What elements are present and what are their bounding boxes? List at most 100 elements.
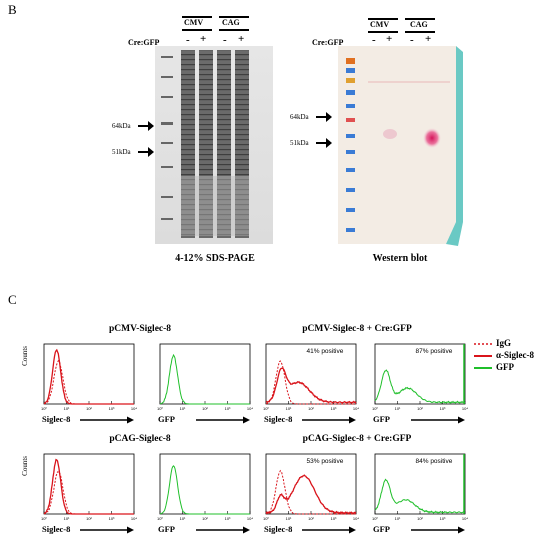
x-axis-arrow bbox=[196, 416, 250, 424]
x-axis-label-siglec: Siglec-8 bbox=[42, 414, 71, 424]
x-tick-label: 10⁰ bbox=[263, 516, 269, 521]
x-tick-label: 10¹ bbox=[286, 516, 292, 521]
x-tick-label: 10³ bbox=[225, 516, 231, 521]
wb-marker-64-arrow bbox=[316, 112, 332, 122]
x-tick-label: 10³ bbox=[225, 406, 231, 411]
x-tick-label: 10⁴ bbox=[353, 406, 359, 411]
histogram-curve-siglec_pos1 bbox=[265, 367, 357, 404]
histogram-frame bbox=[159, 453, 251, 515]
sds-cre-label: Cre:GFP bbox=[128, 38, 160, 47]
histogram-curve-igg bbox=[265, 360, 356, 405]
histogram-5: 10⁰ 10¹ 10² 10³ 10⁴ bbox=[41, 453, 137, 521]
histogram-curve-gfp_neg bbox=[159, 353, 250, 405]
histogram-curve-siglec_neg bbox=[43, 458, 134, 515]
histogram-curve-gfp_neg bbox=[159, 465, 250, 515]
x-tick-label: 10⁰ bbox=[41, 406, 47, 411]
sds-marker-64: 64kDa bbox=[112, 122, 131, 130]
x-axis-label-gfp: GFP bbox=[158, 524, 175, 534]
x-tick-label: 10⁴ bbox=[131, 406, 137, 411]
x-axis-arrow bbox=[80, 526, 134, 534]
sds-cag-bar2 bbox=[219, 29, 249, 31]
x-axis-arrow bbox=[302, 416, 356, 424]
x-tick-label: 10³ bbox=[440, 406, 446, 411]
x-tick-label: 10⁰ bbox=[157, 516, 163, 521]
wb-cmv-bar2 bbox=[368, 31, 398, 33]
sds-lane-2: + bbox=[200, 33, 207, 45]
wb-marker-51: 51kDa bbox=[290, 139, 309, 147]
x-tick-label: 10² bbox=[86, 406, 92, 411]
x-axis-label-gfp: GFP bbox=[373, 414, 390, 424]
x-tick-label: 10¹ bbox=[286, 406, 292, 411]
x-tick-label: 10³ bbox=[440, 516, 446, 521]
x-tick-label: 10³ bbox=[331, 406, 337, 411]
x-axis-label-gfp: GFP bbox=[373, 524, 390, 534]
histogram-curve-siglec_neg bbox=[43, 348, 134, 405]
x-axis-arrow bbox=[80, 416, 134, 424]
percent-positive-label: 87% positive bbox=[416, 348, 453, 355]
sds-lane-3: - bbox=[223, 34, 227, 46]
x-tick-label: 10¹ bbox=[395, 406, 401, 411]
row2-left-title: pCAG-Siglec-8 bbox=[109, 434, 171, 444]
x-tick-label: 10² bbox=[86, 516, 92, 521]
western-blot-membrane-image bbox=[338, 46, 463, 246]
x-tick-label: 10⁰ bbox=[372, 516, 378, 521]
wb-lane-1: - bbox=[372, 34, 376, 46]
panel-b-letter: B bbox=[8, 2, 17, 17]
histogram-frame bbox=[159, 343, 251, 405]
x-tick-label: 10⁴ bbox=[462, 406, 468, 411]
histogram-curve-gfp_pos1 bbox=[374, 369, 466, 404]
x-tick-label: 10⁰ bbox=[157, 406, 163, 411]
percent-positive-label: 41% positive bbox=[307, 348, 344, 355]
x-axis-arrow bbox=[411, 526, 465, 534]
percent-positive-label: 84% positive bbox=[416, 458, 453, 465]
histogram-3: 10⁰ 10¹ 10² 10³ 10⁴ 41% positive bbox=[263, 343, 359, 411]
wb-caption: Western blot bbox=[372, 253, 428, 264]
x-tick-label: 10³ bbox=[109, 516, 115, 521]
wb-lane-4: + bbox=[425, 33, 432, 45]
x-tick-label: 10² bbox=[202, 516, 208, 521]
wb-cmv-label: CMV bbox=[370, 20, 390, 29]
x-tick-label: 10⁰ bbox=[41, 516, 47, 521]
wb-lane-2: + bbox=[386, 33, 393, 45]
legend-gfp-swatch bbox=[474, 367, 492, 369]
sds-marker-64-arrow bbox=[138, 121, 154, 131]
sds-lane-1: - bbox=[186, 34, 190, 46]
histogram-1: 10⁰ 10¹ 10² 10³ 10⁴ bbox=[41, 343, 137, 411]
x-tick-label: 10² bbox=[202, 406, 208, 411]
sds-cag-bar bbox=[219, 16, 249, 18]
histogram-curve-igg bbox=[265, 469, 356, 515]
x-tick-label: 10² bbox=[308, 406, 314, 411]
x-tick-label: 10¹ bbox=[180, 516, 186, 521]
sds-marker-51: 51kDa bbox=[112, 148, 131, 156]
wb-cre-label: Cre:GFP bbox=[312, 38, 344, 47]
legend-gfp-label: GFP bbox=[496, 362, 514, 372]
sds-cmv-label: CMV bbox=[184, 18, 204, 27]
histogram-curve-igg bbox=[43, 470, 134, 515]
wb-marker-64: 64kDa bbox=[290, 113, 309, 121]
wb-cag-bar bbox=[405, 18, 435, 20]
histogram-8: 10⁰ 10¹ 10² 10³ 10⁴ 84% positive bbox=[372, 453, 468, 521]
x-tick-label: 10⁴ bbox=[353, 516, 359, 521]
histogram-6: 10⁰ 10¹ 10² 10³ 10⁴ bbox=[157, 453, 253, 521]
x-tick-label: 10³ bbox=[109, 406, 115, 411]
x-tick-label: 10³ bbox=[331, 516, 337, 521]
x-axis-label-siglec: Siglec-8 bbox=[42, 524, 71, 534]
x-tick-label: 10⁴ bbox=[247, 516, 253, 521]
panel-c-letter: C bbox=[8, 292, 17, 307]
wb-lane-3: - bbox=[410, 34, 414, 46]
wb-cag-label: CAG bbox=[410, 20, 428, 29]
x-axis-arrow bbox=[411, 416, 465, 424]
histogram-curve-igg bbox=[43, 359, 134, 405]
legend-igg-label: IgG bbox=[496, 338, 512, 348]
histogram-curve-gfp_pos2 bbox=[374, 478, 466, 514]
histogram-2: 10⁰ 10¹ 10² 10³ 10⁴ bbox=[157, 343, 253, 411]
row2-counts-label: Counts bbox=[21, 456, 29, 476]
row1-counts-label: Counts bbox=[21, 346, 29, 366]
legend-siglec-swatch bbox=[474, 355, 492, 357]
x-tick-label: 10¹ bbox=[395, 516, 401, 521]
x-tick-label: 10¹ bbox=[180, 406, 186, 411]
sds-caption: 4-12% SDS-PAGE bbox=[175, 253, 255, 264]
x-axis-label-siglec: Siglec-8 bbox=[264, 524, 293, 534]
histogram-curve-siglec_pos2 bbox=[265, 474, 357, 515]
legend-siglec-label: α-Siglec-8 bbox=[496, 350, 535, 360]
